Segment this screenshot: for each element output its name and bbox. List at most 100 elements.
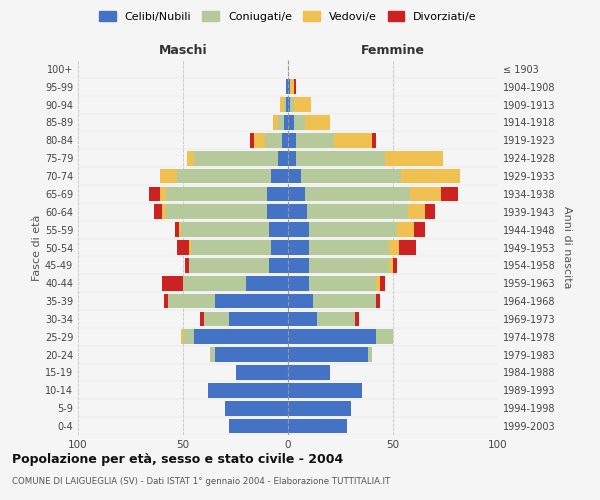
Bar	[305, 186, 410, 201]
Bar	[355, 312, 359, 326]
Bar	[267, 204, 288, 219]
Bar	[286, 98, 288, 112]
Bar	[309, 276, 376, 290]
Bar	[288, 383, 361, 398]
Bar	[187, 151, 193, 166]
Bar	[181, 222, 269, 237]
Bar	[309, 240, 389, 255]
Bar	[442, 186, 458, 201]
Text: Maschi: Maschi	[158, 44, 208, 58]
Bar	[397, 222, 414, 237]
Bar	[200, 312, 204, 326]
Bar	[288, 365, 330, 380]
Bar	[215, 294, 288, 308]
Bar	[309, 222, 397, 237]
Bar	[277, 115, 284, 130]
Bar	[288, 98, 290, 112]
Bar	[267, 186, 288, 201]
Bar	[288, 133, 296, 148]
Bar	[393, 258, 397, 272]
Bar	[408, 204, 425, 219]
Bar	[380, 276, 385, 290]
Bar	[175, 222, 179, 237]
Bar	[271, 240, 288, 255]
Bar	[305, 115, 330, 130]
Bar	[149, 186, 160, 201]
Text: Popolazione per età, sesso e stato civile - 2004: Popolazione per età, sesso e stato civil…	[12, 452, 343, 466]
Bar	[225, 401, 288, 415]
Bar	[410, 186, 442, 201]
Bar	[425, 204, 435, 219]
Bar	[193, 330, 288, 344]
Bar	[288, 312, 317, 326]
Bar	[246, 276, 288, 290]
Bar	[166, 186, 267, 201]
Bar	[254, 133, 265, 148]
Bar	[389, 258, 393, 272]
Bar	[295, 98, 311, 112]
Text: COMUNE DI LAIGUEGLIA (SV) - Dati ISTAT 1° gennaio 2004 - Elaborazione TUTTITALIA: COMUNE DI LAIGUEGLIA (SV) - Dati ISTAT 1…	[12, 478, 390, 486]
Bar	[295, 115, 305, 130]
Y-axis label: Anni di nascita: Anni di nascita	[562, 206, 572, 289]
Bar	[154, 204, 162, 219]
Bar	[313, 294, 376, 308]
Bar	[235, 365, 288, 380]
Bar	[317, 312, 355, 326]
Bar	[288, 348, 368, 362]
Bar	[190, 258, 269, 272]
Bar	[372, 133, 376, 148]
Bar	[277, 151, 288, 166]
Bar	[288, 330, 376, 344]
Bar	[164, 294, 168, 308]
Bar	[288, 240, 309, 255]
Bar	[162, 276, 183, 290]
Bar	[176, 168, 271, 184]
Bar	[288, 168, 301, 184]
Bar	[296, 133, 334, 148]
Bar	[190, 240, 191, 255]
Bar	[288, 151, 296, 166]
Bar	[334, 133, 372, 148]
Bar	[288, 80, 290, 94]
Bar	[183, 330, 193, 344]
Bar	[208, 383, 288, 398]
Bar	[376, 276, 380, 290]
Bar	[400, 240, 416, 255]
Bar	[185, 258, 189, 272]
Bar	[288, 222, 309, 237]
Bar	[160, 168, 176, 184]
Bar	[288, 258, 309, 272]
Bar	[215, 348, 288, 362]
Bar	[288, 186, 305, 201]
Bar	[295, 80, 296, 94]
Bar	[168, 294, 215, 308]
Bar	[414, 222, 425, 237]
Bar	[282, 133, 288, 148]
Bar	[389, 240, 400, 255]
Bar	[166, 204, 267, 219]
Legend: Celibi/Nubili, Coniugati/e, Vedovi/e, Divorziati/e: Celibi/Nubili, Coniugati/e, Vedovi/e, Di…	[96, 8, 480, 25]
Bar	[183, 276, 246, 290]
Bar	[193, 151, 277, 166]
Bar	[376, 294, 380, 308]
Bar	[181, 330, 183, 344]
Bar	[288, 204, 307, 219]
Bar	[191, 240, 271, 255]
Bar	[301, 168, 401, 184]
Y-axis label: Fasce di età: Fasce di età	[32, 214, 42, 280]
Bar	[307, 204, 408, 219]
Bar	[309, 258, 389, 272]
Bar	[271, 168, 288, 184]
Bar	[179, 222, 181, 237]
Bar	[290, 98, 295, 112]
Bar	[160, 186, 166, 201]
Bar	[368, 348, 372, 362]
Bar	[288, 419, 347, 434]
Bar	[288, 294, 313, 308]
Bar	[284, 98, 286, 112]
Bar	[296, 151, 385, 166]
Bar	[288, 401, 351, 415]
Bar	[211, 348, 215, 362]
Bar	[229, 312, 288, 326]
Bar	[290, 80, 295, 94]
